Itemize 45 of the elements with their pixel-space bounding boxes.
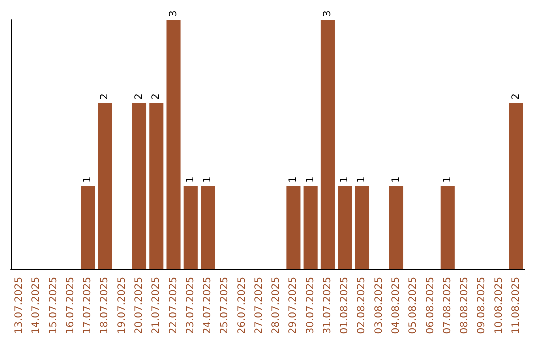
x-tick-label: 06.08.2025 — [425, 277, 436, 334]
x-tick-label: 15.07.2025 — [48, 277, 60, 334]
x-tick-label: 07.08.2025 — [442, 277, 454, 334]
x-tick-label: 11.08.2025 — [510, 277, 522, 334]
x-tick-label: 17.07.2025 — [82, 277, 94, 334]
x-tick-label: 09.08.2025 — [476, 277, 488, 334]
x-tick-label: 02.08.2025 — [356, 277, 368, 334]
x-tick-label: 18.07.2025 — [100, 277, 111, 334]
data-label: 1 — [305, 176, 316, 183]
x-tick-label: 10.08.2025 — [494, 277, 505, 334]
x-tick-label: 24.07.2025 — [202, 277, 214, 334]
x-tick-label: 05.08.2025 — [408, 277, 420, 334]
data-label: 1 — [442, 176, 454, 183]
x-tick-label: 08.08.2025 — [460, 277, 471, 334]
data-label: 3 — [322, 10, 334, 17]
x-tick-label: 16.07.2025 — [65, 277, 76, 334]
data-label: 1 — [185, 176, 196, 183]
data-label: 1 — [202, 176, 214, 183]
x-tick-label: 21.07.2025 — [151, 277, 162, 334]
data-label: 1 — [288, 176, 300, 183]
x-tick-label: 30.07.2025 — [305, 277, 316, 334]
data-label: 2 — [100, 94, 111, 100]
data-label: 1 — [391, 176, 402, 183]
data-label: 3 — [168, 10, 180, 17]
data-label: 2 — [510, 94, 522, 100]
x-tick-label: 27.07.2025 — [254, 277, 265, 334]
x-tick-label: 26.07.2025 — [236, 277, 248, 334]
data-label: 1 — [340, 176, 351, 183]
x-tick-label: 19.07.2025 — [116, 277, 128, 334]
data-label: 1 — [82, 176, 94, 183]
data-label: 2 — [151, 94, 162, 100]
x-tick-label: 13.07.2025 — [14, 277, 26, 334]
x-tick-label: 25.07.2025 — [220, 277, 231, 334]
x-tick-label: 14.07.2025 — [31, 277, 42, 334]
x-tick-label: 28.07.2025 — [271, 277, 282, 334]
x-tick-label: 29.07.2025 — [288, 277, 300, 334]
data-label: 1 — [356, 176, 368, 183]
x-tick-label: 04.08.2025 — [391, 277, 402, 334]
x-tick-label: 31.07.2025 — [322, 277, 334, 334]
x-tick-label: 22.07.2025 — [168, 277, 180, 334]
x-tick-label: 01.08.2025 — [340, 277, 351, 334]
data-label: 2 — [134, 94, 145, 100]
x-tick-label: 03.08.2025 — [374, 277, 385, 334]
x-tick-label: 20.07.2025 — [134, 277, 145, 334]
x-tick-label: 23.07.2025 — [185, 277, 196, 334]
